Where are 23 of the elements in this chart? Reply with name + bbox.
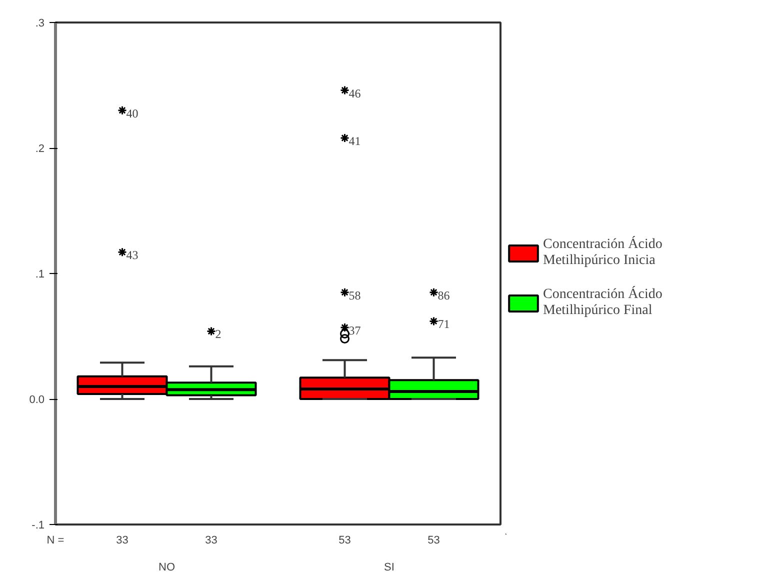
text: 53 — [428, 534, 440, 546]
annotation: 43 — [126, 248, 138, 262]
annotation: 58 — [348, 288, 361, 302]
legend-label: Concentración Ácido Metilhipúrico Final — [543, 287, 662, 319]
y-tick-label: .2 — [35, 143, 45, 155]
annotation: 86 — [438, 288, 450, 302]
y-tick-label: 0.0 — [29, 394, 45, 406]
y-tick-label: .3 — [35, 18, 45, 30]
text: 33 — [116, 534, 128, 546]
legend-label: Concentración Ácido Metilhipúrico Inicia — [543, 237, 662, 269]
annotation: 71 — [438, 317, 450, 332]
y-tick-label: -.1 — [32, 520, 45, 532]
y-tick-label: .1 — [35, 268, 45, 280]
annotation: 2 — [215, 327, 222, 342]
annotation: 46 — [348, 86, 361, 100]
annotation: 41 — [348, 134, 361, 148]
annotation: 37 — [348, 323, 361, 338]
text: 33 — [205, 534, 218, 546]
text: N = — [46, 534, 64, 546]
text: 53 — [338, 534, 351, 546]
x-tick-label: NO — [158, 562, 176, 574]
x-tick-label: SI — [384, 562, 394, 574]
annotation: 40 — [126, 106, 138, 120]
